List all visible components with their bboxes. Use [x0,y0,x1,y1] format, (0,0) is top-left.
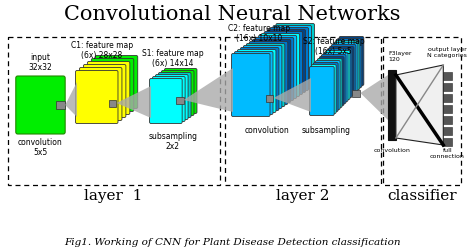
Text: subsampling
2x2: subsampling 2x2 [148,132,197,151]
FancyBboxPatch shape [255,38,294,101]
FancyBboxPatch shape [337,39,362,87]
FancyBboxPatch shape [276,23,315,86]
FancyBboxPatch shape [235,52,273,115]
FancyBboxPatch shape [91,59,134,112]
Bar [8,37,220,185]
Polygon shape [396,65,443,145]
Text: Fig1. Working of CNN for Plant Disease Detection classification: Fig1. Working of CNN for Plant Disease D… [64,238,400,247]
FancyBboxPatch shape [246,44,285,107]
FancyBboxPatch shape [321,55,346,104]
FancyBboxPatch shape [311,64,336,114]
FancyBboxPatch shape [442,105,452,113]
Text: convolution
5x5: convolution 5x5 [18,138,63,157]
FancyBboxPatch shape [240,48,279,111]
FancyBboxPatch shape [109,100,116,107]
Text: layer  1: layer 1 [84,189,143,203]
FancyBboxPatch shape [323,53,348,102]
Text: classifier: classifier [387,189,456,203]
FancyBboxPatch shape [261,34,300,97]
FancyBboxPatch shape [325,51,350,100]
Text: S1: feature map
(6x) 14x14: S1: feature map (6x) 14x14 [142,49,203,68]
FancyBboxPatch shape [158,72,191,118]
Polygon shape [65,82,77,117]
Text: convolution: convolution [374,148,410,153]
FancyBboxPatch shape [153,76,185,122]
FancyBboxPatch shape [150,78,182,124]
FancyBboxPatch shape [88,62,130,115]
Bar [225,37,381,185]
FancyBboxPatch shape [83,64,126,118]
FancyBboxPatch shape [155,74,188,120]
FancyBboxPatch shape [264,32,302,95]
FancyBboxPatch shape [249,42,288,105]
FancyBboxPatch shape [442,116,452,124]
FancyBboxPatch shape [75,70,118,124]
Text: full
connection: full connection [430,148,465,159]
FancyBboxPatch shape [442,127,452,135]
FancyBboxPatch shape [442,138,452,146]
FancyBboxPatch shape [266,95,274,102]
FancyBboxPatch shape [309,66,334,116]
FancyBboxPatch shape [388,70,396,140]
FancyBboxPatch shape [56,101,65,109]
Text: subsampling: subsampling [301,126,350,135]
FancyBboxPatch shape [335,41,360,89]
Text: F3layer
120: F3layer 120 [388,51,412,62]
FancyBboxPatch shape [327,49,352,98]
FancyBboxPatch shape [232,54,270,117]
FancyBboxPatch shape [317,59,342,108]
FancyBboxPatch shape [331,45,356,94]
FancyBboxPatch shape [273,25,311,88]
FancyBboxPatch shape [80,67,122,121]
FancyBboxPatch shape [442,83,452,91]
FancyBboxPatch shape [314,62,338,112]
FancyBboxPatch shape [319,57,344,106]
FancyBboxPatch shape [316,61,340,110]
FancyBboxPatch shape [267,29,306,92]
Polygon shape [184,68,233,112]
FancyBboxPatch shape [329,47,354,96]
Polygon shape [274,78,311,112]
Text: S2: feature map
(16x) 5x5: S2: feature map (16x) 5x5 [303,37,365,56]
FancyBboxPatch shape [339,37,364,85]
Text: layer 2: layer 2 [276,189,330,203]
FancyBboxPatch shape [176,97,184,104]
Text: input
32x32: input 32x32 [29,53,52,72]
Polygon shape [116,86,151,118]
FancyBboxPatch shape [237,50,276,113]
FancyBboxPatch shape [352,90,360,97]
FancyBboxPatch shape [442,72,452,80]
FancyBboxPatch shape [333,43,358,91]
FancyBboxPatch shape [442,94,452,102]
FancyBboxPatch shape [252,40,291,103]
Text: C2: feature map
(16x) 10x10: C2: feature map (16x) 10x10 [227,24,290,43]
Text: convolution: convolution [245,126,290,135]
FancyBboxPatch shape [258,36,297,99]
FancyBboxPatch shape [270,27,309,90]
Text: C1: feature map
(6x) 28x28: C1: feature map (6x) 28x28 [71,41,133,60]
FancyBboxPatch shape [244,46,282,109]
Text: Convolutional Neural Networks: Convolutional Neural Networks [64,4,400,23]
Text: output layer
N categories: output layer N categories [427,47,467,58]
FancyBboxPatch shape [16,76,65,134]
FancyBboxPatch shape [164,68,197,114]
FancyBboxPatch shape [162,70,194,116]
FancyBboxPatch shape [95,56,138,109]
Bar [383,37,461,185]
Polygon shape [360,75,388,120]
